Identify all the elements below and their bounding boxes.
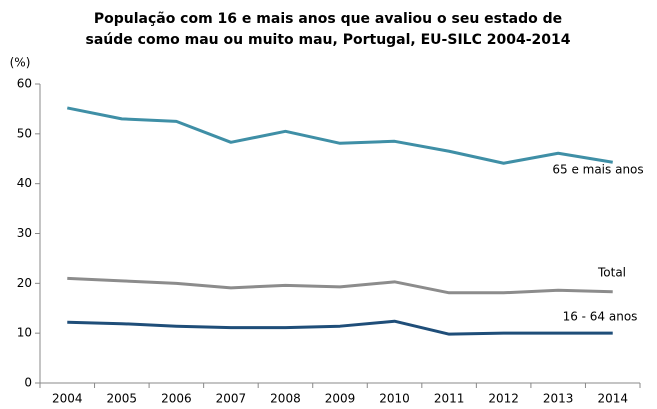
x-tick-label: 2007 <box>216 392 247 406</box>
chart-title: saúde como mau ou muito mau, Portugal, E… <box>86 32 571 48</box>
x-tick-label: 2009 <box>325 392 356 406</box>
x-tick-label: 2006 <box>161 392 192 406</box>
y-tick-label: 0 <box>24 376 32 390</box>
x-tick-label: 2013 <box>543 392 574 406</box>
chart-title: População com 16 e mais anos que avaliou… <box>94 11 562 27</box>
y-tick-label: 60 <box>17 77 32 91</box>
series-line <box>66 106 613 165</box>
series-label: Total <box>597 266 626 280</box>
y-tick-label: 20 <box>17 276 32 290</box>
y-tick-label: 50 <box>17 126 32 140</box>
x-tick-label: 2014 <box>597 392 628 406</box>
series-line <box>67 276 613 295</box>
x-tick-label: 2008 <box>270 392 301 406</box>
x-tick-label: 2012 <box>488 392 519 406</box>
y-tick-label: 10 <box>17 326 32 340</box>
y-axis-label: (%) <box>10 56 31 70</box>
series-label: 16 - 64 anos <box>563 310 638 324</box>
x-tick-label: 2004 <box>52 392 83 406</box>
y-tick-label: 30 <box>17 226 32 240</box>
x-tick-label: 2011 <box>434 392 465 406</box>
series-line <box>67 319 613 336</box>
y-tick-label: 40 <box>17 176 32 190</box>
x-tick-label: 2010 <box>379 392 410 406</box>
series-label: 65 e mais anos <box>552 163 643 177</box>
x-tick-label: 2005 <box>107 392 138 406</box>
